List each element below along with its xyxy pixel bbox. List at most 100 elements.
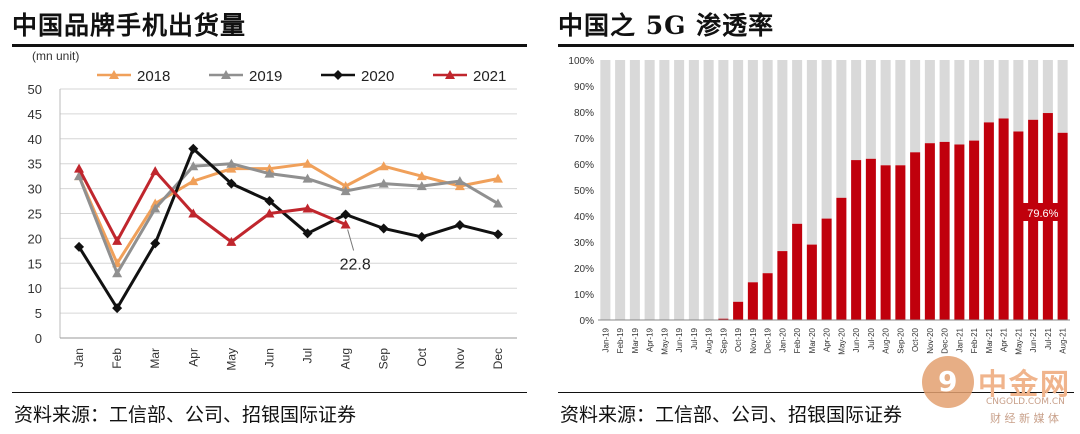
data-point-2020	[74, 241, 85, 252]
y-tick-label: 40	[28, 132, 42, 147]
y-tick-label: 15	[28, 256, 42, 271]
data-point-2019	[264, 168, 275, 178]
x-tick-label: Oct-19	[734, 327, 743, 352]
x-tick-label: Apr-20	[823, 327, 832, 352]
data-point-2021	[264, 208, 275, 218]
data-point-2019	[150, 203, 161, 213]
bar	[1013, 131, 1024, 320]
bar-remainder	[1028, 60, 1039, 120]
x-tick-label: Dec-19	[764, 327, 773, 353]
y-tick-label: 0	[35, 331, 42, 346]
x-tick-label: Mar-21	[985, 327, 994, 353]
y-tick-label: 5	[35, 306, 42, 321]
watermark-name: 中金网	[978, 367, 1072, 401]
legend-marker	[109, 70, 119, 79]
bar-remainder	[615, 60, 626, 320]
bar	[836, 197, 847, 320]
data-point-2018	[378, 161, 389, 171]
x-tick-label: Jul-19	[690, 327, 699, 349]
bar	[777, 251, 788, 320]
data-point-2020	[302, 228, 313, 239]
bar	[747, 282, 758, 320]
bar-remainder	[1057, 60, 1068, 133]
data-point-2018	[302, 158, 313, 168]
bar	[880, 165, 891, 320]
x-tick-label: Feb	[110, 348, 124, 369]
bar-remainder	[998, 60, 1009, 119]
x-tick-label: Nov-19	[749, 327, 758, 353]
y-tick-label: 10	[28, 281, 42, 296]
watermark-logo-char: 9	[938, 365, 958, 398]
x-tick-label: Jun-19	[675, 327, 684, 352]
bar-remainder	[1013, 60, 1024, 132]
data-point-2020	[226, 178, 237, 189]
x-tick-label: Jan-21	[955, 327, 964, 352]
x-tick-label: Feb-21	[970, 327, 979, 353]
left-title-rule	[12, 44, 527, 47]
y-tick-label: 50%	[574, 186, 594, 197]
x-tick-label: Apr	[186, 348, 200, 367]
bar-remainder	[629, 60, 640, 320]
x-tick-label: Aug-19	[705, 327, 714, 353]
data-point-2021	[74, 163, 85, 173]
y-tick-label: 60%	[574, 160, 594, 171]
data-point-2021	[150, 166, 161, 176]
data-point-2019	[340, 186, 351, 196]
x-tick-label: Jan-20	[778, 327, 787, 352]
bar-remainder	[703, 60, 714, 320]
data-point-2019	[454, 176, 465, 186]
y-tick-label: 35	[28, 157, 42, 172]
bar-remainder	[762, 60, 773, 274]
bar-remainder	[733, 60, 744, 302]
x-tick-label: Aug-21	[1059, 327, 1068, 353]
x-tick-label: Nov-20	[926, 327, 935, 353]
legend-marker	[445, 70, 455, 79]
annotation-leader	[347, 229, 355, 251]
bar	[733, 301, 744, 320]
y-tick-label: 45	[28, 107, 42, 122]
bar	[983, 122, 994, 321]
bar-remainder	[718, 60, 729, 319]
y-tick-label: 40%	[574, 212, 594, 223]
shipments-line-chart: (mn unit) 0 5 10 15 20 25 30 35 40 45 50 Jan Feb Mar Ap…	[28, 49, 517, 371]
x-tick-label: Jan	[72, 348, 86, 367]
x-tick-label: Apr-21	[1000, 327, 1009, 352]
data-point-2019	[378, 178, 389, 188]
x-tick-label: Oct	[415, 347, 429, 366]
y-tick-label: 25	[28, 207, 42, 222]
data-point-2018	[416, 171, 427, 181]
bar	[1057, 132, 1068, 320]
bar	[806, 244, 817, 320]
x-tick-label: Aug-20	[882, 327, 891, 353]
x-tick-label: Apr-19	[646, 327, 655, 352]
x-tick-label: Mar-19	[631, 327, 640, 353]
legend-label: 2018	[137, 68, 170, 85]
legend-label: 2020	[361, 68, 394, 85]
bar-remainder	[821, 60, 832, 219]
annotation-label: 79.6%	[1027, 208, 1058, 220]
unit-label: (mn unit)	[32, 49, 79, 63]
right-source-note: 资料来源：工信部、公司、招银国际证券	[560, 404, 903, 426]
bar	[762, 273, 773, 320]
data-point-2020	[188, 143, 199, 154]
data-point-2020	[340, 209, 351, 220]
x-tick-label: Jun	[262, 348, 276, 367]
bar	[821, 218, 832, 320]
watermark-logo: 9	[922, 356, 974, 408]
x-tick-label: Sep-20	[896, 327, 905, 353]
x-tick-label: Jan-19	[601, 327, 610, 352]
watermark-tagline: 财 经 新 媒 体	[990, 412, 1059, 425]
bar-remainder	[659, 60, 670, 320]
x-tick-label: Jul-20	[867, 327, 876, 349]
y-tick-label: 20%	[574, 264, 594, 275]
bar-remainder	[792, 60, 803, 224]
data-point-2018	[454, 181, 465, 191]
bar-remainder	[1042, 60, 1053, 114]
x-tick-label: Sep-19	[719, 327, 728, 353]
data-point-2019	[188, 161, 199, 171]
x-tick-label: Jun-20	[852, 327, 861, 352]
bar-remainder	[851, 60, 862, 161]
y-tick-label: 30	[28, 182, 42, 197]
x-tick-label: Mar-20	[808, 327, 817, 353]
data-point-2020	[416, 231, 427, 242]
